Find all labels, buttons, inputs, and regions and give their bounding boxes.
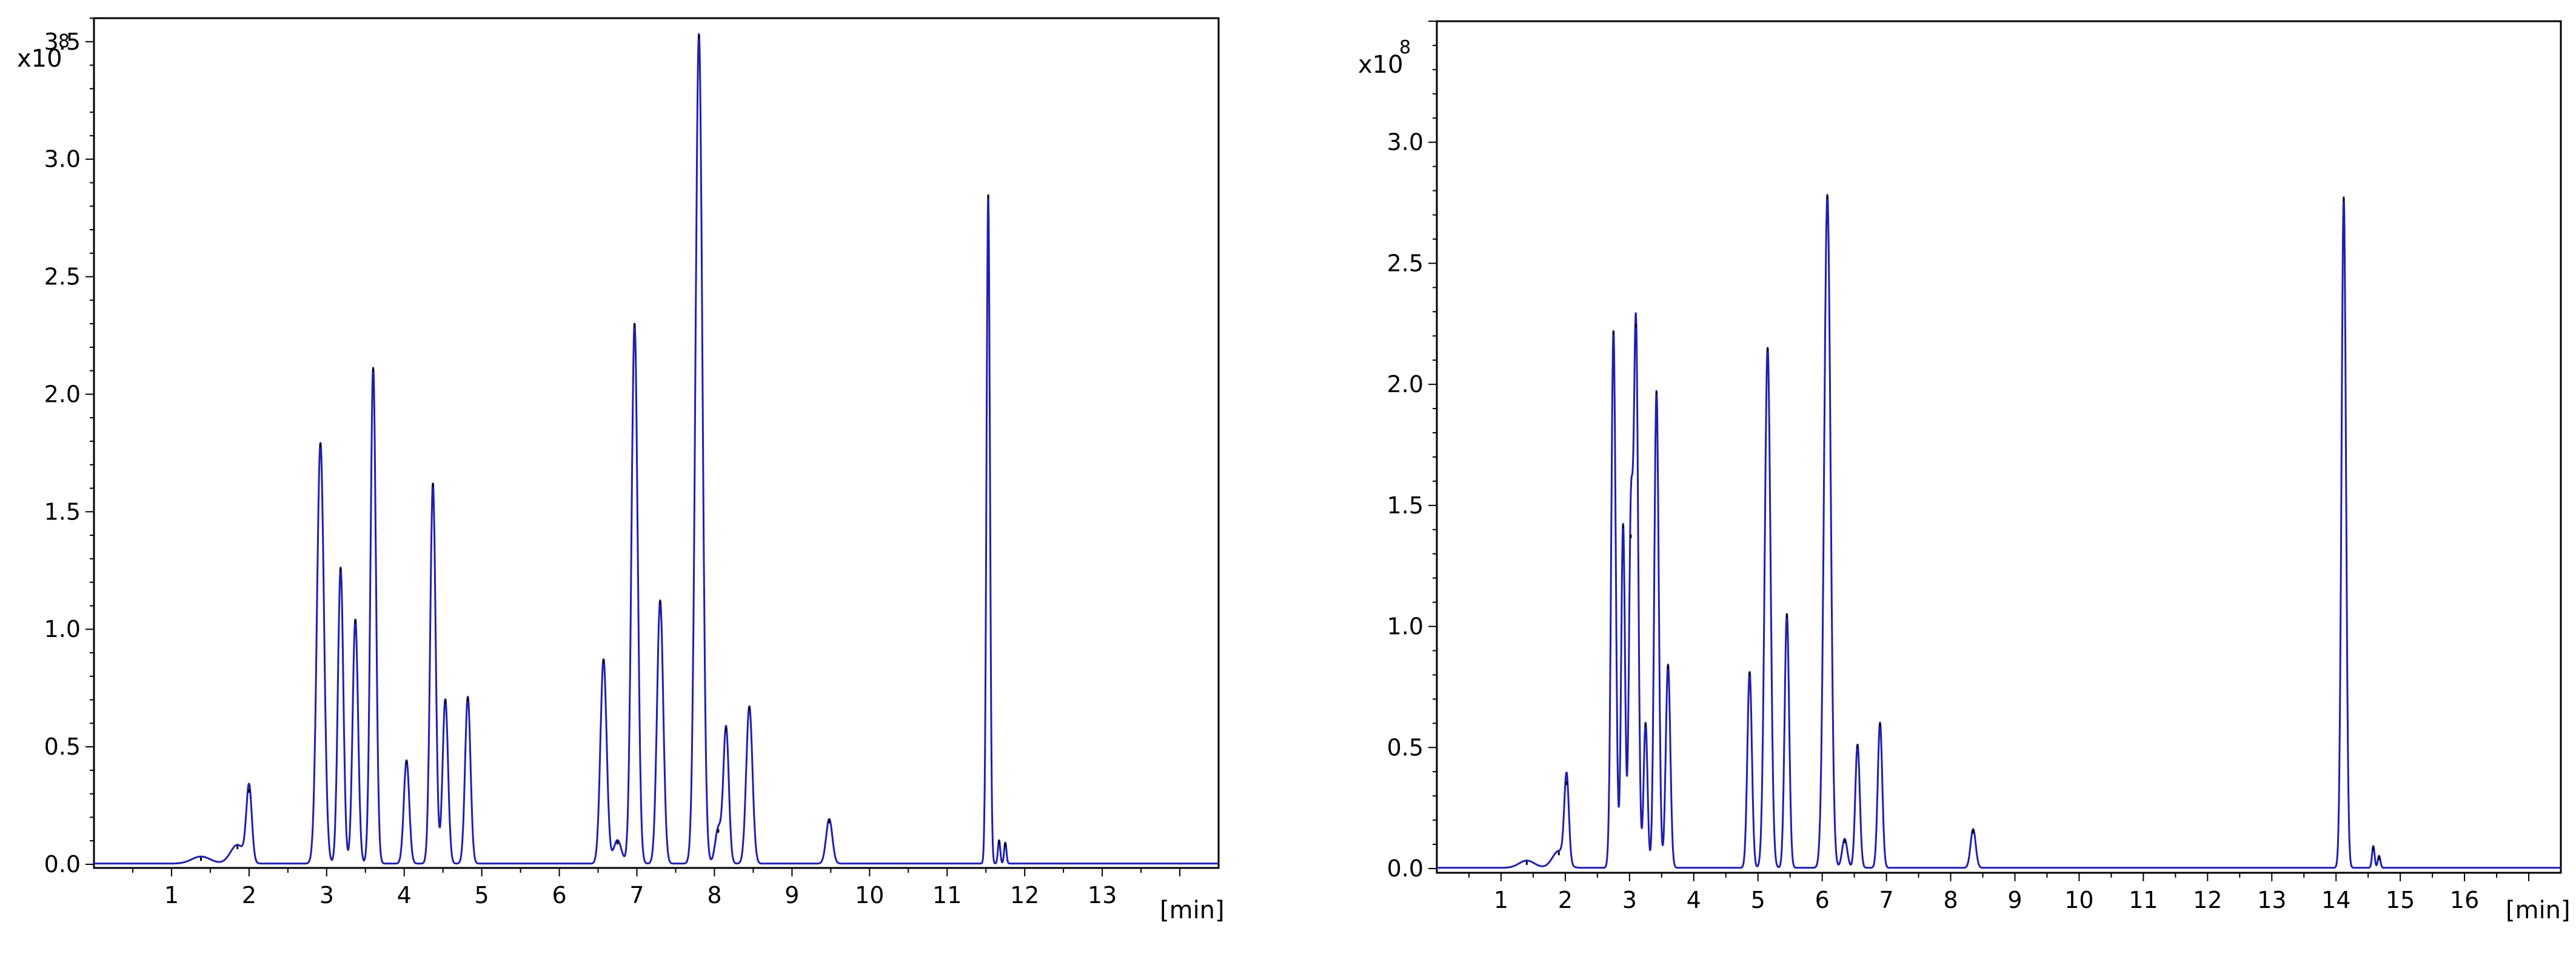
axis-ticks: 1 2 3 4 5 6 7 8 9 10 11 12 130.00.51.01.52.02.53.03.… xyxy=(44,18,1181,909)
x-tick-label: 12 xyxy=(1010,882,1039,909)
x-unit-label: [min] xyxy=(1160,896,1225,924)
y-tick-label: 3.0 xyxy=(1387,129,1423,156)
x-tick-label: 7 xyxy=(629,882,644,909)
x-tick-label: 8 xyxy=(1943,887,1958,913)
y-tick-label: 2.0 xyxy=(44,381,81,407)
y-tick-label: 0.0 xyxy=(1387,855,1423,882)
y-tick-label: 1.0 xyxy=(44,616,81,642)
x-tick-label: 11 xyxy=(2129,887,2158,913)
x-tick-label: 8 xyxy=(707,882,721,909)
x-tick-label: 1 xyxy=(164,882,179,909)
x-tick-label: 5 xyxy=(475,882,489,909)
x-tick-label: 11 xyxy=(932,882,962,909)
x-tick-label: 10 xyxy=(2064,887,2093,913)
y-multiplier-label: x10 xyxy=(1358,51,1403,79)
x-tick-label: 14 xyxy=(2321,887,2350,913)
x-tick-label: 13 xyxy=(2257,887,2286,913)
chromatogram-trace xyxy=(1436,193,2562,869)
y-tick-label: 2.0 xyxy=(1387,371,1423,398)
x-tick-label: 1 xyxy=(1494,887,1508,913)
plot-frame xyxy=(1436,20,2562,874)
y-multiplier-exponent: 8 xyxy=(1399,37,1411,58)
y-tick-label: 0.5 xyxy=(44,733,81,760)
chromatogram-panel-right: x10 8 [min] 1 2 3 4 5 6 7 8 9 10 11 12 13 14 15 160.00.… xyxy=(1358,20,2571,924)
y-tick-label: 1.5 xyxy=(1387,492,1423,519)
x-tick-label: 9 xyxy=(2007,887,2022,913)
y-tick-label: 1.0 xyxy=(1387,613,1423,640)
x-tick-label: 16 xyxy=(2450,887,2479,913)
y-tick-label: 0.0 xyxy=(44,851,81,878)
y-tick-label: 2.5 xyxy=(44,264,81,290)
x-tick-label: 13 xyxy=(1088,882,1117,909)
y-multiplier-exponent: 8 xyxy=(58,31,70,52)
x-tick-label: 4 xyxy=(1687,887,1701,913)
chromatogram-panel-left: x10 8 [min] 1 2 3 4 5 6 7 8 9 10 11 12 130.00.51.01.… xyxy=(17,17,1225,924)
x-tick-label: 2 xyxy=(242,882,256,909)
x-tick-label: 7 xyxy=(1879,887,1894,913)
y-tick-label: 2.5 xyxy=(1387,250,1423,276)
x-tick-label: 3 xyxy=(1622,887,1637,913)
y-tick-label: 0.5 xyxy=(1387,734,1423,761)
x-tick-label: 10 xyxy=(855,882,884,909)
x-tick-label: 2 xyxy=(1558,887,1573,913)
x-tick-label: 12 xyxy=(2193,887,2222,913)
y-tick-label: 1.5 xyxy=(44,498,81,525)
plot-frame xyxy=(93,17,1220,869)
x-tick-label: 5 xyxy=(1751,887,1765,913)
axis-ticks: 1 2 3 4 5 6 7 8 9 10 11 12 13 14 15 160.00.51.01.52.02.… xyxy=(1387,21,2530,913)
y-multiplier-label: x10 xyxy=(17,45,62,73)
chromatogram-trace xyxy=(93,33,1219,865)
x-tick-label: 6 xyxy=(552,882,566,909)
trace-group xyxy=(1436,193,2562,869)
trace-group xyxy=(93,33,1219,865)
x-tick-label: 6 xyxy=(1815,887,1830,913)
x-tick-label: 15 xyxy=(2386,887,2415,913)
x-unit-label: [min] xyxy=(2506,896,2571,924)
x-tick-label: 3 xyxy=(319,882,334,909)
y-tick-label: 3.0 xyxy=(44,146,81,173)
x-tick-label: 9 xyxy=(785,882,799,909)
x-tick-label: 4 xyxy=(397,882,412,909)
y-tick-label: 3.5 xyxy=(44,28,81,55)
